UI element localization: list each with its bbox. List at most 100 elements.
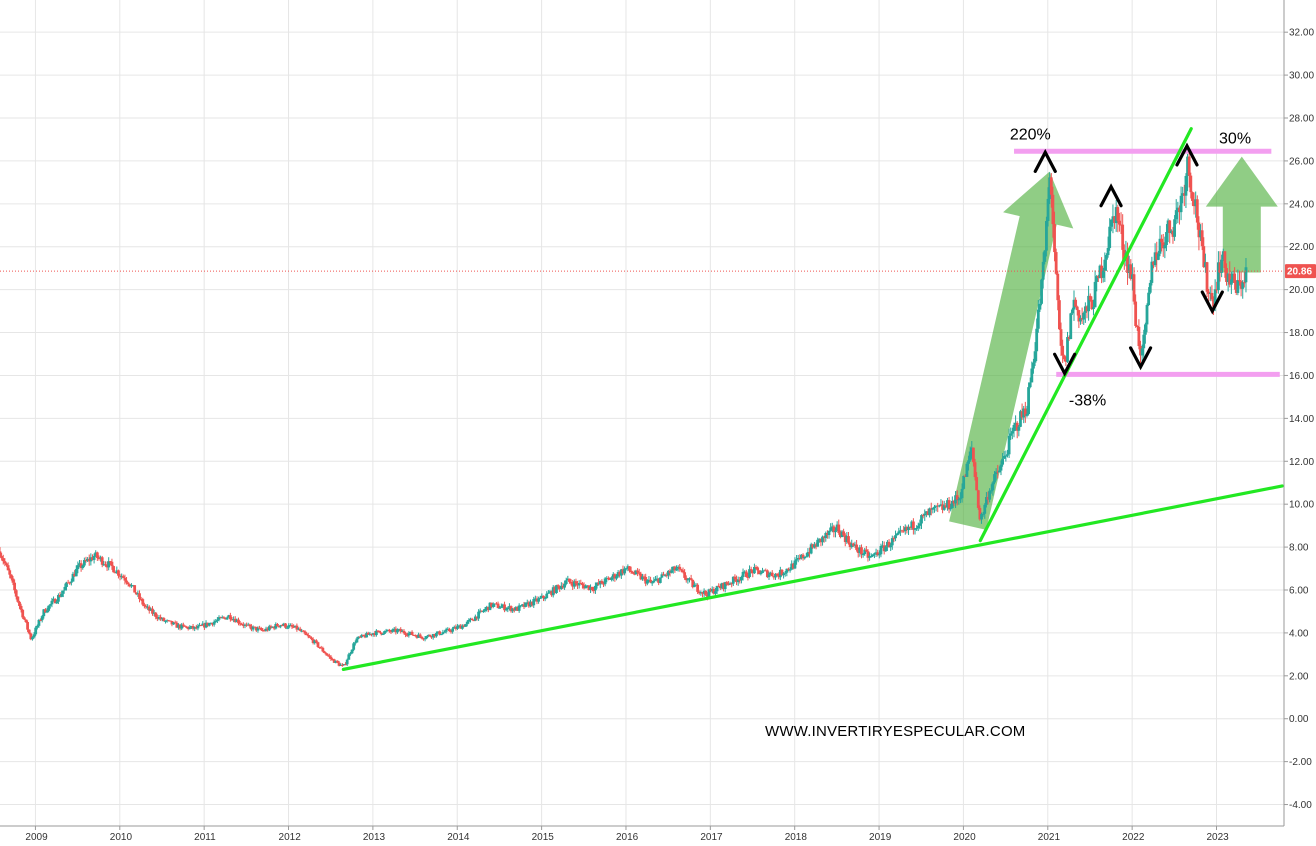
candle-body xyxy=(876,552,880,555)
candle-body xyxy=(994,471,998,475)
candle-body xyxy=(642,576,646,578)
candle-body xyxy=(1109,219,1113,227)
candle-body xyxy=(69,581,73,583)
candle-body xyxy=(365,632,369,638)
candle-body xyxy=(1027,387,1030,415)
candle-body xyxy=(1223,251,1227,268)
candle-body xyxy=(582,585,586,589)
candle-body xyxy=(532,599,536,606)
candle-body xyxy=(1012,424,1016,432)
candle-body xyxy=(939,504,943,506)
candle-body xyxy=(1174,210,1178,220)
candle-body xyxy=(679,569,683,571)
candle-body xyxy=(793,560,797,569)
candle-body xyxy=(1015,422,1019,431)
candle-body xyxy=(618,572,622,576)
candle-body xyxy=(1010,431,1014,434)
candle-body xyxy=(233,618,237,623)
candle-body xyxy=(551,587,555,596)
candle-body xyxy=(501,604,505,607)
candle-body xyxy=(731,576,735,584)
candle-body xyxy=(1229,279,1233,285)
candle-body xyxy=(1233,273,1237,283)
candle-body xyxy=(1137,326,1141,347)
candle-body xyxy=(610,577,614,580)
candle-body xyxy=(746,576,750,578)
candle-body xyxy=(92,555,96,560)
candle-body xyxy=(811,544,815,548)
candle-body xyxy=(840,531,844,538)
candle-body xyxy=(353,642,357,644)
candle-body xyxy=(777,575,781,578)
candle-body xyxy=(220,617,224,619)
candle-body xyxy=(780,569,784,576)
candle-body xyxy=(102,564,106,566)
candle-body xyxy=(1049,177,1053,195)
candle-body xyxy=(608,578,612,580)
trendline xyxy=(341,484,1284,671)
candle-body xyxy=(63,586,67,591)
candle-body xyxy=(529,601,532,607)
candle-body xyxy=(632,573,636,575)
candle-body xyxy=(147,606,151,611)
candle-body xyxy=(819,538,823,543)
candle-body xyxy=(100,557,104,565)
candle-body xyxy=(952,500,956,504)
candle-body xyxy=(305,633,309,636)
y-tick-label: 2.00 xyxy=(1289,671,1309,682)
candle-body xyxy=(396,629,399,633)
candle-body xyxy=(835,524,839,531)
candle-body xyxy=(598,581,602,585)
candle-body xyxy=(882,545,886,552)
candle-body xyxy=(1033,351,1037,363)
candle-body xyxy=(644,577,648,584)
candle-body xyxy=(276,624,279,627)
candle-body xyxy=(1054,252,1058,274)
candle-body xyxy=(1113,216,1116,224)
candle-body xyxy=(783,572,787,574)
candle-body xyxy=(986,497,990,500)
candle-body xyxy=(61,590,65,594)
candle-body xyxy=(827,530,831,536)
candle-body xyxy=(619,569,623,576)
candle-body xyxy=(997,470,1001,473)
candle-body xyxy=(744,571,748,577)
candle-body xyxy=(684,577,688,581)
candle-body xyxy=(117,570,120,576)
candle-body xyxy=(1205,262,1209,292)
x-tick-label: 2011 xyxy=(194,832,216,843)
candle-body xyxy=(702,590,706,594)
candle-body xyxy=(8,570,12,575)
candle-body xyxy=(99,557,102,559)
candle-body xyxy=(1135,326,1139,328)
candle-body xyxy=(267,626,271,631)
candle-body xyxy=(1181,193,1185,196)
candle-body xyxy=(1014,422,1017,425)
candle-body xyxy=(370,633,373,635)
candle-body xyxy=(269,626,273,628)
candle-body xyxy=(613,574,617,579)
candle-body xyxy=(498,607,502,609)
candle-body xyxy=(1082,312,1086,320)
candle-body xyxy=(331,658,334,660)
candle-body xyxy=(699,592,703,594)
percent-annotation: 30% xyxy=(1219,131,1251,148)
candle-body xyxy=(248,624,252,627)
candle-body xyxy=(188,627,192,629)
candle-body xyxy=(1200,230,1204,247)
candle-body xyxy=(376,630,380,632)
candle-body xyxy=(68,582,72,584)
candle-body xyxy=(754,567,758,569)
candle-body xyxy=(480,610,484,612)
candle-body xyxy=(1040,279,1043,304)
candle-body xyxy=(1062,355,1066,360)
candle-body xyxy=(1038,303,1042,310)
candle-body xyxy=(253,626,257,628)
candle-body xyxy=(1111,216,1115,220)
candle-body xyxy=(516,607,519,611)
candle-body xyxy=(778,569,782,578)
candle-body xyxy=(65,582,68,587)
candle-body xyxy=(1178,207,1181,213)
candle-body xyxy=(14,590,18,597)
